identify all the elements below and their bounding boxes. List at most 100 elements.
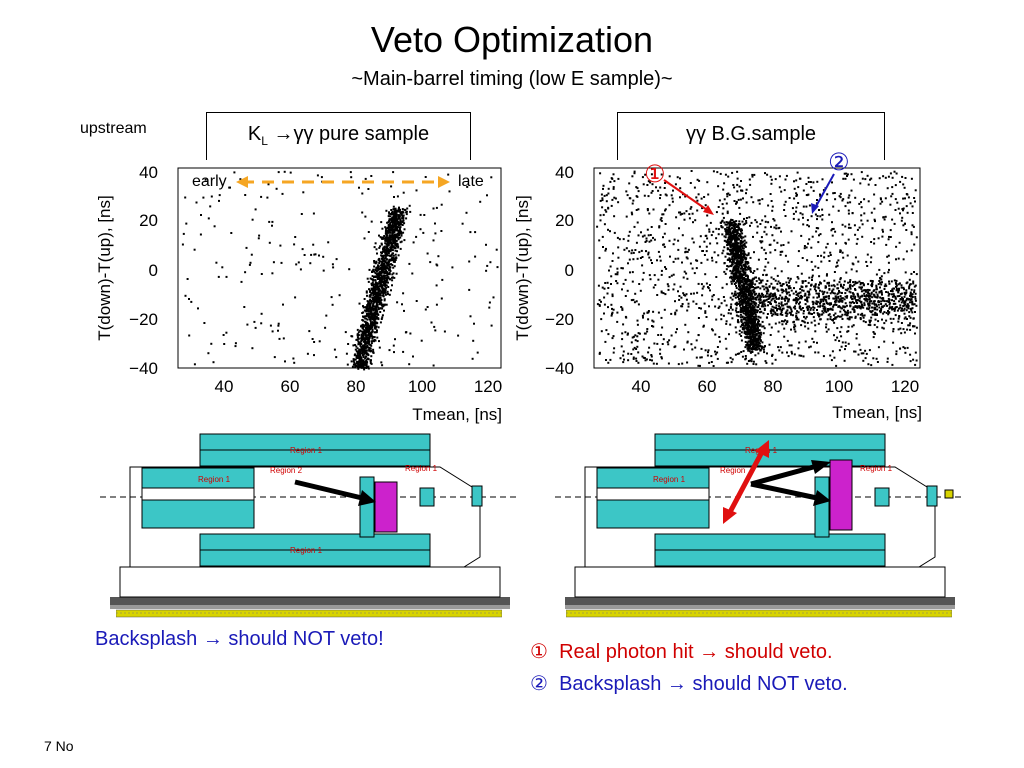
right-scatter-point bbox=[891, 306, 894, 308]
right-scatter-point bbox=[765, 286, 768, 289]
right-scatter-point bbox=[618, 238, 621, 241]
left-scatter-point bbox=[389, 234, 392, 237]
right-scatter-point bbox=[809, 288, 812, 291]
right-scatter-point bbox=[870, 291, 873, 294]
left-scatter-point bbox=[379, 264, 382, 267]
left-scatter-point bbox=[387, 267, 390, 270]
left-scatter-point bbox=[240, 280, 243, 283]
right-scatter-point bbox=[899, 212, 901, 215]
left-scatter-point bbox=[361, 335, 364, 338]
left-scatter-point bbox=[370, 323, 373, 326]
left-scatter-point bbox=[391, 246, 394, 249]
left-scatter-point bbox=[383, 278, 386, 281]
right-scatter-point bbox=[804, 292, 807, 295]
right-scatter-point bbox=[741, 266, 744, 269]
left-scatter-point bbox=[375, 269, 378, 272]
right-scatter-point bbox=[761, 198, 764, 201]
right-scatter-point bbox=[902, 286, 905, 289]
right-scatter-point bbox=[746, 304, 749, 307]
right-scatter-point bbox=[876, 293, 879, 296]
right-scatter-point bbox=[742, 252, 744, 255]
right-scatter-point bbox=[685, 210, 688, 213]
left-scatter-point bbox=[371, 271, 373, 273]
left-scatter-point bbox=[381, 316, 384, 319]
left-scatter-point bbox=[250, 253, 253, 256]
right-scatter-point bbox=[767, 261, 770, 264]
right-scatter-point bbox=[831, 234, 834, 237]
right-scatter-point bbox=[853, 224, 856, 227]
left-scatter-point bbox=[371, 326, 374, 329]
left-scatter-point bbox=[207, 352, 210, 355]
right-scatter-point bbox=[700, 283, 703, 286]
right-scatter-point bbox=[771, 295, 774, 298]
right-scatter-point bbox=[746, 328, 749, 331]
left-scatter-point bbox=[393, 212, 396, 215]
right-scatter-point bbox=[745, 281, 748, 284]
right-scatter-point bbox=[873, 193, 876, 196]
right-scatter-point bbox=[751, 334, 754, 337]
right-scatter-point bbox=[637, 351, 640, 354]
right-scatter-point bbox=[890, 321, 893, 324]
right-scatter-point bbox=[747, 345, 750, 348]
right-scatter-point bbox=[904, 316, 907, 319]
right-scatter-point bbox=[861, 282, 864, 284]
right-scatter-point bbox=[763, 351, 766, 354]
right-scatter-point bbox=[839, 330, 842, 333]
right-scatter-point bbox=[872, 336, 875, 339]
right-scatter-point bbox=[783, 327, 786, 330]
left-scatter-point bbox=[363, 298, 366, 300]
left-scatter-point bbox=[380, 285, 383, 288]
left-scatter-point bbox=[377, 292, 380, 295]
right-scatter-point bbox=[903, 347, 906, 350]
left-scatter-point bbox=[375, 273, 378, 276]
right-scatter-point bbox=[818, 234, 820, 237]
right-scatter-point bbox=[769, 251, 772, 254]
right-scatter-point bbox=[723, 299, 726, 302]
right-scatter-point bbox=[668, 339, 671, 342]
right-scatter-point bbox=[776, 241, 779, 244]
right-scatter-point bbox=[772, 313, 775, 316]
right-scatter-point bbox=[741, 316, 744, 319]
right-scatter-point bbox=[846, 309, 849, 312]
left-scatter-point bbox=[382, 236, 384, 239]
right-scatter-point bbox=[753, 324, 756, 327]
right-scatter-point bbox=[861, 235, 864, 238]
right-scatter-point bbox=[725, 322, 728, 325]
right-scatter-point bbox=[726, 244, 729, 247]
right-scatter-point bbox=[833, 321, 836, 324]
left-scatter-point bbox=[391, 234, 394, 237]
right-scatter-point bbox=[837, 292, 840, 295]
left-scatter-point bbox=[371, 321, 374, 324]
left-scatter-point bbox=[188, 334, 191, 337]
right-scatter-point bbox=[821, 214, 824, 216]
right-sample-header: γγ B.G.sample bbox=[617, 112, 885, 160]
right-scatter-point bbox=[844, 241, 847, 244]
right-scatter-point bbox=[761, 292, 763, 295]
right-scatter-point bbox=[838, 290, 840, 292]
right-scatter-point bbox=[776, 288, 779, 291]
right-scatter-point bbox=[732, 260, 735, 263]
right-scatter-point bbox=[745, 265, 747, 268]
right-scatter-point bbox=[912, 317, 915, 320]
right-scatter-point bbox=[729, 269, 732, 272]
right-scatter-point bbox=[895, 285, 897, 288]
right-scatter-point bbox=[825, 199, 828, 202]
left-header-rest: →γγ pure sample bbox=[267, 123, 430, 145]
right-scatter-point bbox=[864, 357, 867, 360]
right-scatter-point bbox=[909, 322, 912, 325]
right-scatter-point bbox=[609, 180, 612, 183]
right-scatter-point bbox=[641, 314, 644, 317]
left-scatter-point bbox=[386, 290, 389, 293]
right-scatter-point bbox=[870, 241, 873, 243]
right-scatter-point bbox=[867, 183, 870, 186]
right-scatter-point bbox=[731, 272, 734, 275]
right-scatter-point bbox=[836, 336, 839, 339]
right-scatter-point bbox=[734, 309, 737, 312]
right-scatter-point bbox=[877, 346, 880, 349]
right-scatter-point bbox=[612, 308, 615, 311]
left-scatter-point bbox=[361, 319, 364, 321]
right-scatter-point bbox=[752, 309, 754, 312]
right-scatter-point bbox=[747, 336, 749, 339]
right-scatter-point bbox=[691, 267, 694, 270]
left-scatter-point bbox=[408, 204, 411, 207]
